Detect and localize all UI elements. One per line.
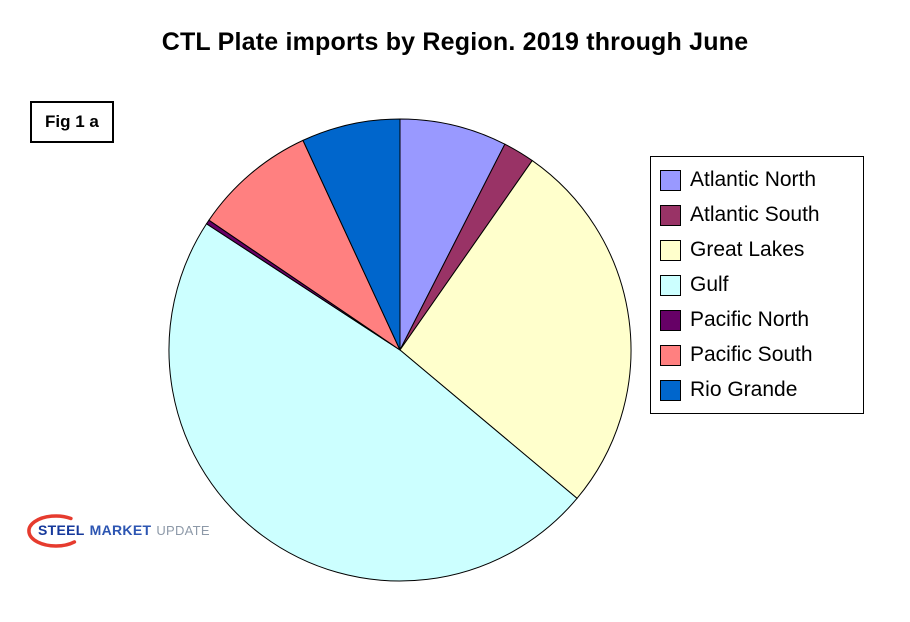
legend-label-pacific-south: Pacific South (690, 343, 813, 366)
pie-chart (168, 118, 632, 582)
legend-swatch-atlantic-north (660, 169, 681, 191)
legend-item-gulf: Gulf (660, 272, 854, 298)
legend-label-rio-grande: Rio Grande (690, 378, 798, 401)
legend-label-atlantic-south: Atlantic South (690, 203, 820, 226)
pie-slice-atlantic-north (399, 118, 506, 351)
logo-text-update: UPDATE (156, 523, 210, 538)
chart-title: CTL Plate imports by Region. 2019 throug… (161, 28, 749, 56)
legend-swatch-gulf (660, 274, 681, 296)
legend-swatch-pacific-north (660, 309, 681, 331)
legend-label-pacific-north: Pacific North (690, 308, 810, 331)
legend-item-great-lakes: Great Lakes (660, 237, 854, 263)
pie-slice-gulf (168, 223, 578, 582)
legend-swatch-great-lakes (660, 239, 681, 261)
pie-slice-pacific-south (208, 139, 402, 352)
logo-text: STEEL MARKET UPDATE (38, 522, 210, 538)
legend-item-rio-grande: Rio Grande (660, 377, 854, 403)
logo-text-steel: STEEL (38, 522, 85, 538)
legend-swatch-rio-grande (660, 379, 681, 401)
legend-item-atlantic-south: Atlantic South (660, 202, 854, 228)
legend-swatch-atlantic-south (660, 204, 681, 226)
logo-text-market: MARKET (89, 522, 152, 538)
figure-label: Fig 1 a (30, 101, 114, 143)
pie-slice-rio-grande (302, 118, 401, 351)
legend-item-pacific-south: Pacific South (660, 342, 854, 368)
legend-swatch-pacific-south (660, 344, 681, 366)
legend: Atlantic North Atlantic South Great Lakes G… (650, 156, 864, 414)
legend-label-gulf: Gulf (690, 273, 729, 296)
legend-label-atlantic-north: Atlantic North (690, 168, 817, 191)
smu-logo: STEEL MARKET UPDATE (24, 508, 224, 552)
legend-label-great-lakes: Great Lakes (690, 238, 805, 261)
pie-slice-great-lakes (399, 159, 632, 500)
legend-item-atlantic-north: Atlantic North (660, 167, 854, 193)
logo-swoosh-icon (27, 514, 77, 548)
legend-item-pacific-north: Pacific North (660, 307, 854, 333)
